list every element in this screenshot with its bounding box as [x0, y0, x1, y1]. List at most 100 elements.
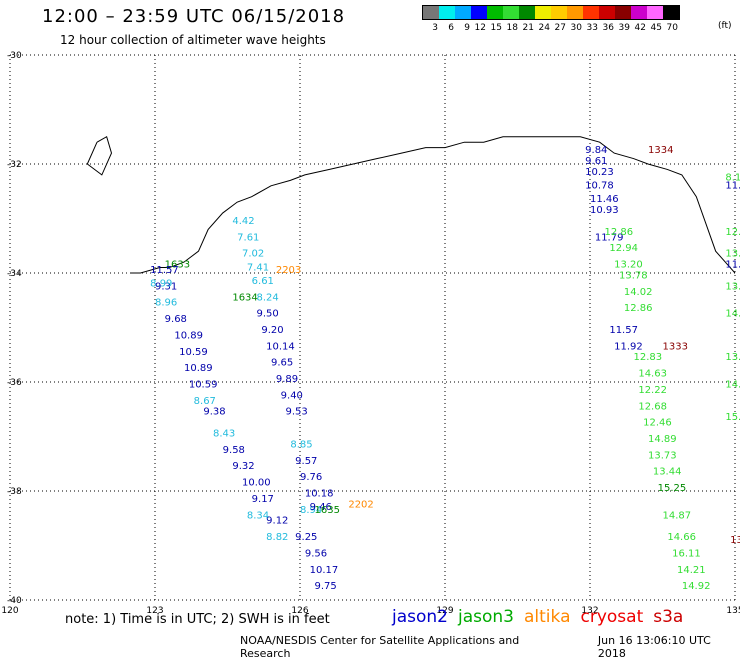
- legend-tick: 15: [490, 23, 502, 33]
- satellite-label-s3a: s3a: [653, 607, 684, 627]
- wave-height-label: 1332: [730, 535, 740, 546]
- lon-tick-label: 135: [726, 606, 740, 616]
- footer: NOAA/NESDIS Center for Satellite Applica…: [240, 634, 740, 660]
- legend-swatch: [631, 6, 647, 19]
- wave-height-label: 12.82: [725, 227, 740, 238]
- legend-tick: 3: [432, 23, 438, 33]
- legend-swatch: [471, 6, 487, 19]
- wave-height-label: 12.86: [605, 227, 634, 238]
- wave-height-label: 9.56: [305, 548, 327, 559]
- lat-tick-label: -40: [7, 596, 22, 606]
- wave-height-label: 9.20: [261, 325, 283, 336]
- satellite-label-jason2: jason2: [392, 607, 448, 627]
- satellite-label-cryosat: cryosat: [580, 607, 644, 627]
- wave-height-label: 8.67: [194, 396, 216, 407]
- wave-height-label: 10.14: [266, 341, 295, 352]
- wave-height-label: 6.61: [252, 276, 274, 287]
- legend-swatch: [663, 6, 679, 19]
- wave-height-label: 9.65: [271, 358, 293, 369]
- legend-swatches: [422, 5, 680, 20]
- legend-tick: 27: [554, 23, 566, 33]
- wave-height-label: 7.41: [247, 262, 269, 273]
- wave-height-label: 10.93: [590, 205, 619, 216]
- legend-swatch: [599, 6, 615, 19]
- wave-height-label: 8.82: [266, 532, 288, 543]
- wave-height-label: 13.20: [614, 260, 643, 271]
- legend-tick: 6: [448, 23, 454, 33]
- footer-timestamp: Jun 16 13:06:10 UTC 2018: [597, 634, 711, 660]
- wave-height-label: 1634: [232, 292, 257, 303]
- wave-height-label: 11.79: [595, 232, 624, 243]
- wave-height-label: 9.17: [252, 494, 274, 505]
- lon-tick-label: 123: [146, 606, 163, 616]
- wave-height-label: 11.57: [609, 325, 638, 336]
- satellite-legend: jason2 jason3 altika cryosat s3a: [392, 607, 683, 627]
- wave-height-label: 13.44: [653, 467, 682, 478]
- wave-height-label: 9.40: [281, 390, 303, 401]
- legend-swatch: [439, 6, 455, 19]
- legend-tick: 30: [570, 23, 582, 33]
- legend-ticks: 3 6 9 12 15 18 21 24 27 30 33 36 39 42 45 70: [422, 23, 680, 33]
- wave-height-label: 14.02: [624, 287, 653, 298]
- wave-height-label: 14.79: [725, 379, 740, 390]
- wave-height-label: 9.25: [295, 532, 317, 543]
- wave-height-label: 2203: [276, 265, 301, 276]
- wave-height-label: 14.92: [682, 581, 711, 592]
- wave-height-label: 10.18: [305, 488, 334, 499]
- note-text: note: 1) Time is in UTC; 2) SWH is in fe…: [65, 612, 330, 627]
- legend-swatch: [519, 6, 535, 19]
- wave-height-label: 13.63: [725, 281, 740, 292]
- lat-tick-label: -38: [7, 487, 22, 497]
- wave-height-label: 10.00: [242, 478, 271, 489]
- wave-height-label: 14.66: [667, 532, 696, 543]
- legend-unit: (ft): [718, 21, 732, 31]
- wave-height-label: 12.68: [638, 401, 667, 412]
- wave-height-label: 13.88: [725, 352, 740, 363]
- wave-height-label: 8.24: [257, 292, 279, 303]
- wave-height-label: 9.53: [286, 407, 308, 418]
- legend-swatch: [423, 6, 439, 19]
- wave-height-label: 9.46: [310, 502, 332, 513]
- legend-swatch: [647, 6, 663, 19]
- lon-tick-label: 120: [1, 606, 18, 616]
- legend-swatch: [487, 6, 503, 19]
- wave-height-label: 15.25: [658, 483, 687, 494]
- wave-height-label: 14.89: [648, 434, 677, 445]
- wave-height-label: 9.57: [295, 456, 317, 467]
- wave-height-label: 7.61: [237, 232, 259, 243]
- wave-height-label: 9.32: [232, 461, 254, 472]
- satellite-label-altika: altika: [524, 607, 571, 627]
- wave-height-label: 10.23: [585, 167, 614, 178]
- wave-height-label: 2202: [348, 499, 373, 510]
- wave-height-label: 11.26: [725, 181, 740, 192]
- wave-height-label: 9.58: [223, 445, 245, 456]
- wave-height-label: 9.75: [315, 581, 337, 592]
- wave-height-label: 11.46: [590, 194, 619, 205]
- wave-height-label: 10.59: [189, 379, 218, 390]
- wave-height-label: 10.59: [179, 347, 208, 358]
- wave-height-label: 1633: [165, 260, 190, 271]
- page-title: 12:00 – 23:59 UTC 06/15/2018: [42, 6, 346, 27]
- legend-swatch: [615, 6, 631, 19]
- lat-tick-label: -30: [7, 51, 22, 61]
- page-subtitle: 12 hour collection of altimeter wave hei…: [60, 33, 326, 47]
- wave-height-label: 14.21: [677, 565, 706, 576]
- wave-height-label: 11.57: [150, 265, 179, 276]
- legend-tick: 33: [586, 23, 598, 33]
- wave-height-label: 9.38: [203, 407, 225, 418]
- wave-height-label: 12.94: [609, 243, 638, 254]
- wave-height-label: 12.46: [643, 418, 672, 429]
- legend-swatch: [583, 6, 599, 19]
- wave-height-label: 1334: [648, 145, 673, 156]
- legend-tick: 45: [650, 23, 662, 33]
- wave-height-label: 13.82: [725, 249, 740, 260]
- wave-height-label: 9.84: [585, 145, 607, 156]
- wave-height-label: 8.99: [150, 279, 172, 290]
- wave-height-label: 10.17: [310, 565, 339, 576]
- wave-height-label: 9.50: [257, 309, 279, 320]
- wave-height-label: 7.02: [242, 249, 264, 260]
- wave-height-label: 8.85: [290, 439, 312, 450]
- lon-tick-label: 129: [436, 606, 453, 616]
- legend-tick: 18: [506, 23, 518, 33]
- satellite-label-jason3: jason3: [458, 607, 514, 627]
